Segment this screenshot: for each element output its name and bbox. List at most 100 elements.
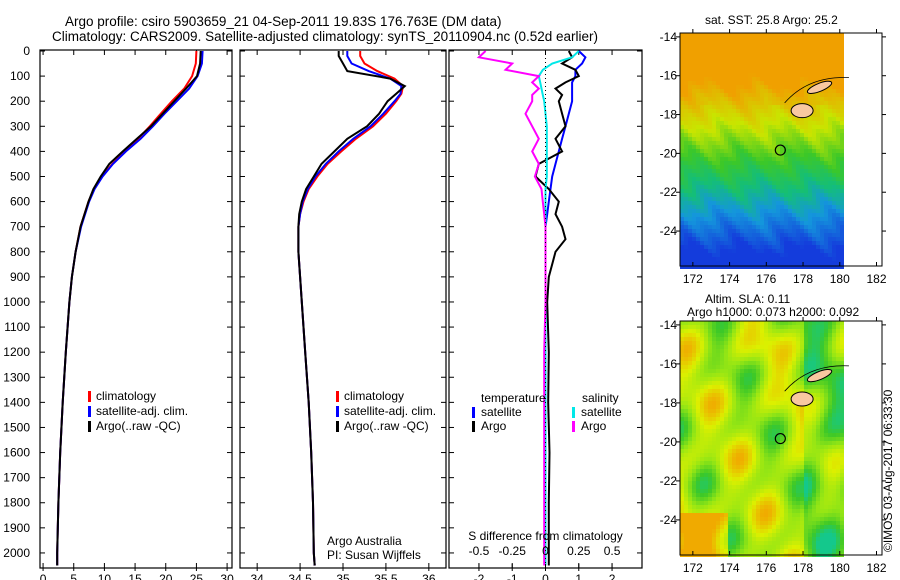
map-cell: [828, 345, 832, 349]
map-cell: [776, 457, 780, 461]
map-cell: [688, 109, 692, 113]
map-cell: [724, 325, 728, 329]
map-cell: [736, 129, 740, 133]
map-cell: [824, 325, 828, 329]
map-cell: [796, 189, 800, 193]
map-cell: [704, 53, 708, 57]
map-cell: [732, 53, 736, 57]
map-cell: [752, 189, 756, 193]
map-cell: [744, 261, 748, 265]
map-cell: [792, 353, 796, 357]
map-cell: [768, 517, 772, 521]
map-cell: [712, 345, 716, 349]
map-cell: [748, 209, 752, 213]
map-cell: [732, 409, 736, 413]
map-cell: [812, 221, 816, 225]
map-cell: [756, 465, 760, 469]
map-cell: [700, 213, 704, 217]
map-cell: [748, 421, 752, 425]
map-cell: [780, 253, 784, 257]
map-cell: [748, 157, 752, 161]
map-cell: [744, 49, 748, 53]
map-cell: [804, 33, 808, 37]
map-cell: [832, 229, 836, 233]
map-cell: [820, 341, 824, 345]
map-cell: [724, 353, 728, 357]
map-cell: [708, 445, 712, 449]
map-cell: [680, 521, 684, 525]
map-cell: [736, 49, 740, 53]
map-cell: [716, 165, 720, 169]
map-cell: [700, 457, 704, 461]
map-cell: [696, 65, 700, 69]
map-cell: [768, 481, 772, 485]
map-cell: [732, 437, 736, 441]
map-cell: [784, 221, 788, 225]
map-cell: [708, 501, 712, 505]
map-cell: [800, 437, 804, 441]
map-cell: [792, 229, 796, 233]
map-cell: [756, 469, 760, 473]
map-cell: [840, 169, 844, 173]
map-cell: [812, 353, 816, 357]
map-cell: [836, 209, 840, 213]
map-cell: [680, 165, 684, 169]
map-cell: [756, 89, 760, 93]
map-cell: [804, 493, 808, 497]
map-cell: [800, 209, 804, 213]
map-cell: [788, 413, 792, 417]
map-cell: [736, 125, 740, 129]
map-cell: [696, 129, 700, 133]
map-cell: [740, 349, 744, 353]
map-cell: [772, 457, 776, 461]
map-cell: [688, 105, 692, 109]
map-cell: [720, 137, 724, 141]
map-cell: [712, 417, 716, 421]
map-cell: [752, 161, 756, 165]
map-cell: [756, 337, 760, 341]
map-cell: [828, 445, 832, 449]
map-cell: [816, 357, 820, 361]
map-cell: [756, 161, 760, 165]
map-cell: [772, 213, 776, 217]
map-cell: [740, 353, 744, 357]
map-cell: [692, 465, 696, 469]
map-cell: [700, 141, 704, 145]
x-tick-label: 25: [190, 572, 204, 580]
map-cell: [696, 345, 700, 349]
map-cell: [688, 201, 692, 205]
map-cell: [684, 409, 688, 413]
map-cell: [696, 169, 700, 173]
map-cell: [736, 329, 740, 333]
map-cell: [832, 517, 836, 521]
map-cell: [812, 257, 816, 261]
map-cell: [808, 325, 812, 329]
map-cell: [796, 185, 800, 189]
map-cell: [680, 109, 684, 113]
map-cell: [824, 537, 828, 541]
map-cell: [720, 501, 724, 505]
map-cell: [760, 505, 764, 509]
map-cell: [816, 437, 820, 441]
map-cell: [692, 45, 696, 49]
map-cell: [680, 505, 684, 509]
map-cell: [840, 165, 844, 169]
map-cell: [712, 161, 716, 165]
map-cell: [784, 37, 788, 41]
map-cell: [808, 461, 812, 465]
map-cell: [728, 77, 732, 81]
map-cell: [784, 505, 788, 509]
map-cell: [812, 205, 816, 209]
map-cell: [736, 509, 740, 513]
map-cell: [732, 513, 736, 517]
map-cell: [704, 397, 708, 401]
map-cell: [784, 421, 788, 425]
map-cell: [704, 121, 708, 125]
map-cell: [808, 185, 812, 189]
map-cell: [780, 409, 784, 413]
map-cell: [824, 61, 828, 65]
map-cell: [700, 97, 704, 101]
map-cell: [752, 433, 756, 437]
map-cell: [728, 509, 732, 513]
map-cell: [836, 469, 840, 473]
